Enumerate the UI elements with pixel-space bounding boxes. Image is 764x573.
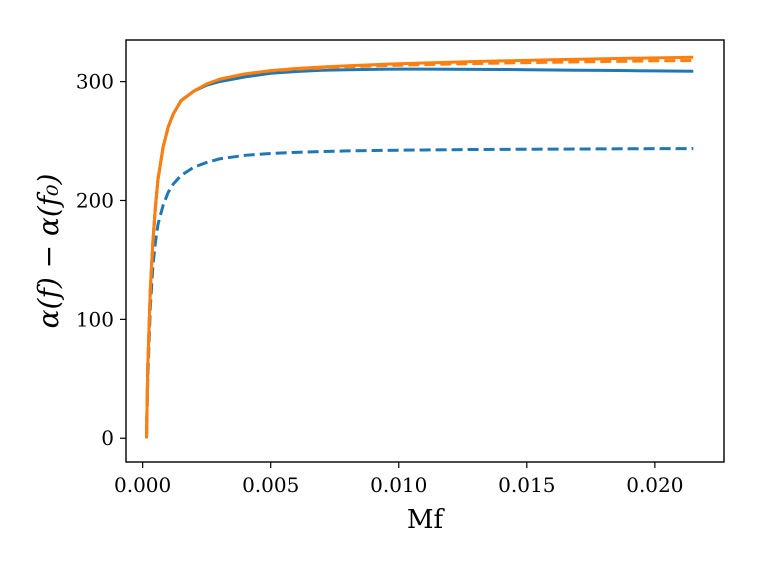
x-axis-ticks: 0.000 0.005 0.010 0.015 0.020 — [114, 462, 683, 497]
series-line-3 — [144, 58, 694, 439]
y-tick-label: 100 — [76, 307, 114, 331]
series-line-4 — [144, 55, 694, 439]
y-axis-ticks: 0 100 200 300 — [76, 70, 126, 450]
series-layer — [144, 55, 694, 439]
y-tick-label: 0 — [101, 426, 114, 450]
plot-frame — [125, 39, 725, 463]
x-tick-label: 0.020 — [626, 473, 683, 497]
series-line-1 — [144, 67, 694, 439]
series-line-2 — [144, 147, 694, 439]
y-tick-label: 200 — [76, 188, 114, 212]
x-tick-label: 0.000 — [114, 473, 171, 497]
y-axis-label: α(f) − α(f₀) — [32, 174, 65, 329]
x-axis-label: Mf — [407, 505, 446, 535]
x-tick-label: 0.015 — [498, 473, 555, 497]
y-tick-label: 300 — [76, 70, 114, 94]
x-tick-label: 0.005 — [242, 473, 299, 497]
x-tick-label: 0.010 — [370, 473, 427, 497]
